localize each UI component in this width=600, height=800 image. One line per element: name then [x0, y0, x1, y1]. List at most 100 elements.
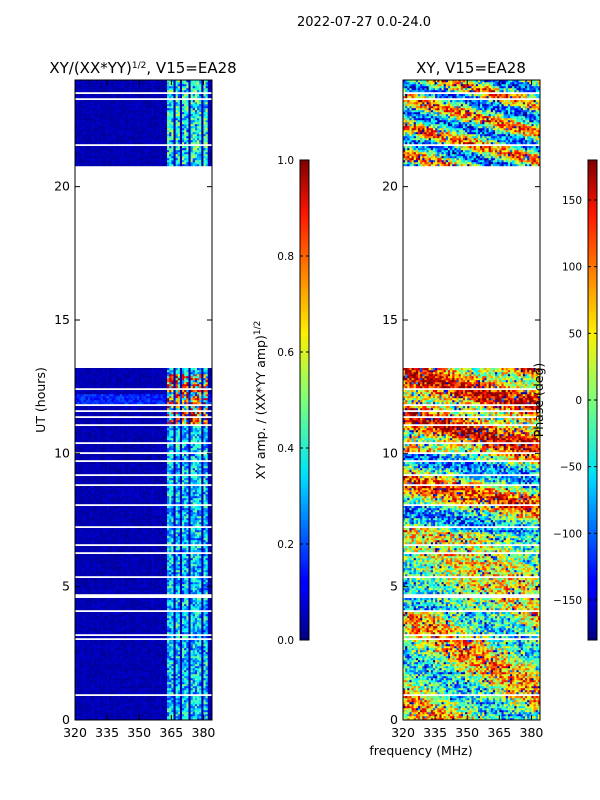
panel1-heat-cell: [85, 562, 89, 565]
panel1-heat-cell: [179, 636, 183, 639]
panel1-heat-cell: [201, 698, 204, 701]
panel1-heat-cell: [130, 550, 134, 553]
panel1-heat-cell: [177, 590, 181, 593]
panel1-heat-cell: [184, 680, 187, 683]
panel1-heat-cell: [164, 558, 168, 561]
panel1-heat-cell: [89, 696, 93, 699]
panel1-heat-cell: [115, 622, 119, 625]
panel1-heat-cell: [162, 600, 166, 603]
panel1-heat-cell: [89, 646, 93, 649]
panel1-heat-cell: [209, 560, 212, 563]
panel1-heat-cell: [107, 572, 110, 575]
panel1-heat-cell: [184, 618, 187, 621]
panel1-heat-cell: [117, 688, 121, 691]
panel1-heat-cell: [139, 692, 142, 695]
panel1-heat-cell: [79, 608, 82, 611]
panel1-heat-cell: [104, 670, 108, 673]
panel1-heat-cell: [96, 608, 99, 611]
panel1-heat-cell: [171, 586, 174, 589]
panel1-heat-cell: [167, 562, 170, 565]
panel1-heat-cell: [152, 652, 155, 655]
panel1-heat-cell: [184, 660, 187, 663]
panel1-heat-cell: [98, 620, 101, 623]
panel1-heat-cell: [154, 572, 157, 575]
panel1-heat-cell: [203, 602, 206, 605]
panel1-heat-cell: [182, 574, 185, 577]
panel1-heat-cell: [132, 592, 136, 595]
panel1-heat-cell: [109, 686, 112, 689]
panel1-heat-cell: [197, 562, 200, 565]
panel1-heat-cell: [162, 696, 166, 699]
panel1-heat-cell: [75, 688, 78, 691]
panel1-heat-cell: [94, 584, 97, 587]
panel1-heat-cell: [164, 686, 168, 689]
panel1-heat-cell: [158, 670, 161, 673]
panel1-heat-cell: [139, 574, 142, 577]
panel1-heat-cell: [107, 706, 110, 709]
panel1-heat-cell: [130, 690, 134, 693]
panel1-heat-cell: [77, 606, 80, 609]
panel1-heat-cell: [134, 664, 138, 667]
panel1-heat-cell: [171, 672, 174, 675]
panel1-heat-cell: [167, 600, 170, 603]
panel1-heat-cell: [188, 664, 191, 667]
panel1-heat-cell: [143, 704, 146, 707]
panel1-heat-cell: [87, 616, 91, 619]
panel1-heat-cell: [92, 698, 95, 701]
panel1-heat-cell: [117, 558, 121, 561]
panel1-heat-cell: [194, 696, 198, 699]
panel1-heat-cell: [109, 680, 112, 683]
panel1-heat-cell: [177, 712, 181, 715]
panel1-heat-cell: [115, 612, 119, 615]
panel1-heat-cell: [207, 600, 211, 603]
panel1-heat-cell: [124, 702, 127, 705]
panel1-heat-cell: [190, 654, 194, 657]
panel1-heat-cell: [160, 602, 164, 605]
panel1-heat-cell: [173, 684, 176, 687]
panel1-heat-cell: [102, 586, 106, 589]
panel1-heat-cell: [85, 668, 89, 671]
panel1-heat-cell: [171, 564, 174, 567]
panel1-heat-cell: [96, 588, 99, 591]
panel1-heat-cell: [126, 580, 129, 583]
panel1-heat-cell: [203, 670, 206, 673]
panel1-heat-cell: [128, 714, 131, 717]
panel1-heat-cell: [79, 612, 82, 615]
panel1-heat-cell: [85, 640, 89, 643]
panel1-heat-cell: [184, 652, 187, 655]
panel1-heat-cell: [119, 714, 123, 717]
panel1-heat-cell: [162, 614, 166, 617]
panel1-heat-cell: [107, 716, 110, 719]
panel1-heat-cell: [175, 562, 179, 565]
panel1-heat-cell: [209, 648, 212, 651]
panel1-heat-cell: [104, 590, 108, 593]
panel1-heat-cell: [194, 678, 198, 681]
panel1-heat-cell: [113, 670, 116, 673]
panel1-heat-cell: [209, 592, 212, 595]
panel1-heat-cell: [177, 586, 181, 589]
panel1-heat-cell: [134, 554, 138, 557]
panel1-heat-cell: [104, 602, 108, 605]
panel1-heat-cell: [158, 658, 161, 661]
panel1-heat-cell: [171, 624, 174, 627]
panel1-heat-cell: [154, 658, 157, 661]
panel1-heat-cell: [143, 600, 146, 603]
panel1-heat-cell: [102, 698, 106, 701]
panel1-heat-cell: [197, 658, 200, 661]
panel1-heat-cell: [152, 616, 155, 619]
panel1-heat-cell: [149, 620, 153, 623]
panel1-heat-cell: [197, 644, 200, 647]
panel1-heat-cell: [117, 662, 121, 665]
panel1-heat-cell: [132, 588, 136, 591]
panel1-heat-cell: [115, 686, 119, 689]
panel1-heat-cell: [128, 664, 131, 667]
panel1-heat-cell: [113, 622, 116, 625]
panel1-heat-cell: [79, 688, 82, 691]
panel1-heat-cell: [111, 690, 114, 693]
panel1-heat-cell: [107, 578, 110, 581]
panel1-heat-cell: [139, 590, 142, 593]
panel1-heat-cell: [169, 636, 172, 639]
panel1-heat-cell: [199, 648, 202, 651]
panel1-heat-cell: [92, 580, 95, 583]
panel1-heat-cell: [104, 606, 108, 609]
